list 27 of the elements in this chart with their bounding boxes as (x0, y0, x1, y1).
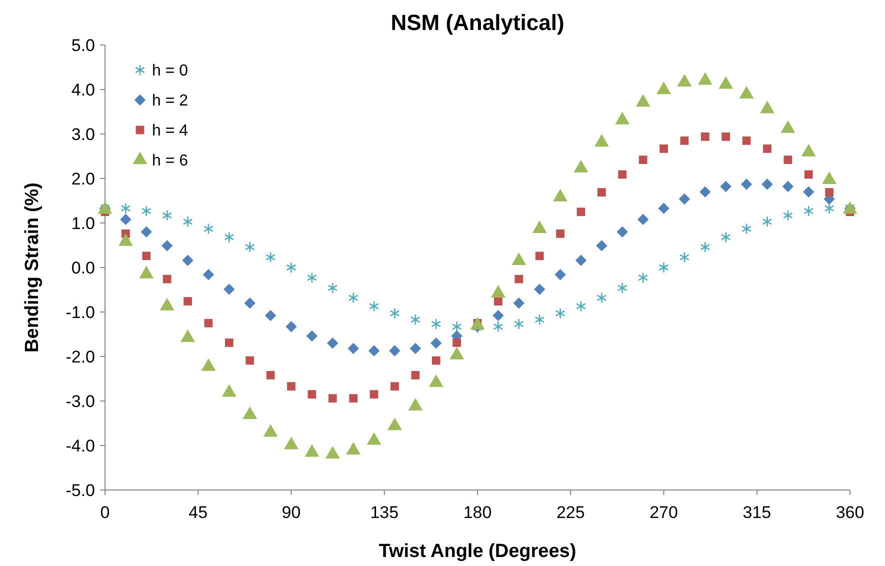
x-tick-label: 315 (742, 503, 772, 522)
y-tick-label: 2.0 (71, 169, 95, 188)
y-tick-label: 0.0 (71, 258, 95, 278)
legend-label: h = 4 (152, 122, 188, 140)
y-tick-label: -2.0 (66, 347, 95, 366)
x-tick-label: 45 (188, 503, 208, 522)
y-tick-label: -3.0 (66, 392, 95, 411)
y-tick-label: -5.0 (66, 480, 95, 500)
legend-label: h = 0 (152, 62, 188, 80)
y-axis-title: Bending Strain (%) (22, 182, 43, 352)
y-tick-label: 1.0 (71, 214, 95, 233)
y-tick-label: 3.0 (71, 124, 95, 144)
x-tick-label: 270 (650, 503, 678, 522)
legend-label: h = 6 (152, 152, 188, 170)
x-tick-label: 90 (282, 503, 301, 522)
x-axis-title: Twist Angle (Degrees) (378, 541, 576, 562)
y-tick-label: 4.0 (71, 80, 95, 100)
chart-title: NSM (Analytical) (390, 10, 564, 35)
y-tick-label: -4.0 (66, 436, 95, 456)
legend-label: h = 2 (152, 92, 188, 110)
x-tick-label: 180 (463, 503, 492, 522)
x-tick-label: 360 (836, 503, 864, 522)
x-tick-label: 135 (370, 503, 399, 522)
y-tick-label: -1.0 (66, 302, 95, 322)
x-tick-label: 225 (556, 503, 585, 522)
x-tick-label: 0 (100, 503, 110, 522)
y-tick-label: 5.0 (71, 36, 95, 55)
